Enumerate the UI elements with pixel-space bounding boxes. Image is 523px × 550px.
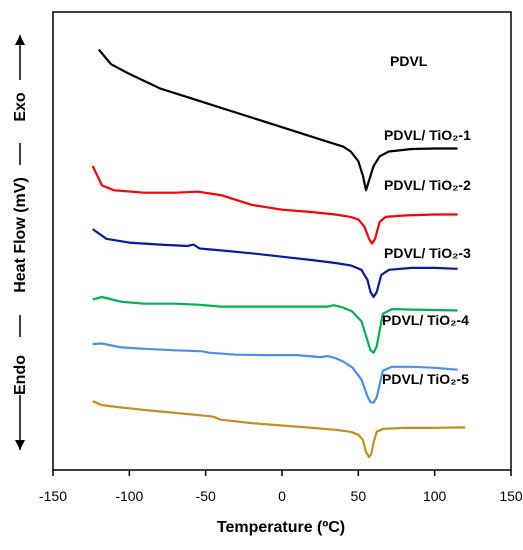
series-line-6 <box>92 400 466 459</box>
series-label-5: PDVL/ TiO₂-4 <box>382 312 469 328</box>
y-label-heat-flow: Heat Flow (mV) <box>12 177 29 293</box>
series-label-1: PDVL <box>390 53 428 69</box>
series-lines <box>91 48 466 459</box>
x-tick-label: -150 <box>39 488 67 504</box>
series-labels: PDVL PDVL/ TiO₂-1 PDVL/ TiO₂-2 PDVL/ TiO₂-3… <box>382 53 471 387</box>
series-line-5 <box>92 342 458 404</box>
series-line-3 <box>92 228 458 299</box>
x-axis-title: Temperature (ºC) <box>217 519 345 536</box>
x-tick-label: -100 <box>115 488 143 504</box>
series-line-1 <box>97 48 458 192</box>
series-label-3: PDVL/ TiO₂-2 <box>384 177 471 193</box>
x-tick-label: 100 <box>423 488 447 504</box>
series-line-2 <box>91 165 458 245</box>
series-line-4 <box>92 295 458 354</box>
x-tick-label: 150 <box>499 488 523 504</box>
x-tick-label: 0 <box>278 488 286 504</box>
series-label-4: PDVL/ TiO₂-3 <box>384 245 471 261</box>
x-tick-label: 50 <box>351 488 367 504</box>
x-tick-label: -50 <box>196 488 216 504</box>
y-axis-annotation: Endo Heat Flow (mV) Exo <box>12 35 29 450</box>
x-axis-ticks: -150 -100 -50 0 50 100 150 <box>39 470 523 504</box>
y-label-endo: Endo <box>12 355 29 395</box>
series-label-2: PDVL/ TiO₂-1 <box>384 127 471 143</box>
series-label-6: PDVL/ TiO₂-5 <box>382 371 469 387</box>
y-label-exo: Exo <box>12 92 29 122</box>
arrow-up-icon <box>15 35 25 45</box>
arrow-down-icon <box>15 440 25 450</box>
